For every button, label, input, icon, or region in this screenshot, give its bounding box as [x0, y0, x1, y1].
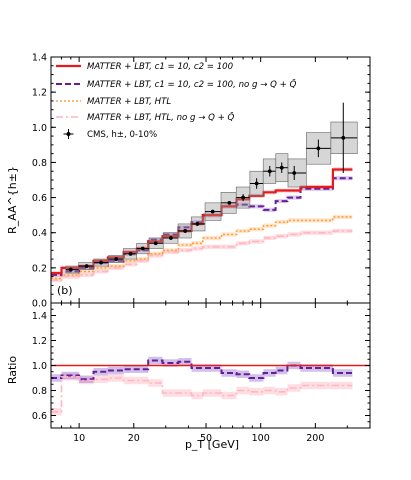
bottom-y-axis-label: Ratio	[6, 356, 19, 385]
htl-band-18	[300, 218, 333, 223]
htl-nog-band-18	[300, 230, 333, 235]
cms-point-3	[114, 257, 119, 261]
ratio-htl-band-3	[93, 375, 108, 383]
series-line-2	[51, 216, 353, 280]
htl-nog-band-10	[191, 246, 203, 251]
htl-band-1	[61, 272, 80, 277]
ratio-nog-band-14	[249, 374, 264, 382]
xtick-label-4: 200	[306, 433, 324, 444]
htl-band-15	[263, 223, 276, 228]
htl-band-13	[236, 228, 250, 234]
cms-point-1	[84, 264, 89, 268]
htl-nog-band-9	[178, 248, 192, 253]
top-ytick-label-3: 0.6	[32, 193, 47, 204]
cms-point-5	[140, 246, 145, 251]
htl-band-8	[162, 248, 179, 253]
top-y-axis-label: R_AA^{h±}	[6, 166, 19, 234]
cms-point-16	[292, 171, 297, 175]
htl-band-16	[275, 220, 288, 225]
bot-ytick-label-0: 0.6	[32, 411, 47, 422]
cms-point-15	[279, 165, 284, 170]
legend: MATTER + LBT, c1 = 10, c2 = 100 MATTER + …	[56, 62, 297, 140]
cms-point-11	[227, 200, 232, 205]
cms-point-8	[183, 229, 188, 233]
ratio-htl-band-2	[79, 376, 94, 385]
htl-band-6	[136, 256, 149, 262]
cms-point-4	[128, 251, 133, 256]
htl-nog-band-3	[93, 269, 108, 274]
top-ytick-label-4: 0.8	[32, 158, 47, 169]
axis-ticks: 0.0 0.2 0.4 0.6 0.8 1.0 1.2 1.4 0.6 0.8 1.0 1.2 1.4 1…	[32, 53, 371, 444]
ratio-series-lines	[51, 359, 370, 413]
ratio-htl-band-10	[191, 391, 203, 400]
ratio-nog-band-6	[136, 365, 149, 373]
series-line-3	[51, 230, 353, 281]
cms-point-2	[99, 260, 103, 265]
ratio-nog-band-13	[236, 370, 250, 378]
top-ytick-label-0: 0.0	[32, 299, 47, 310]
bot-ytick-label-1: 0.8	[32, 386, 47, 397]
cms-point-18	[341, 135, 346, 140]
xtick-label-1: 20	[128, 433, 140, 444]
legend-label-0: MATTER + LBT, c1 = 10, c2 = 100	[87, 62, 234, 72]
legend-cms-marker	[66, 132, 71, 136]
nog-band-16	[275, 198, 288, 204]
cms-point-13	[254, 181, 259, 186]
ratio-htl-band-1	[61, 373, 80, 381]
htl-band-14	[249, 227, 264, 232]
cms-point-17	[316, 146, 321, 151]
top-ytick-label-6: 1.2	[32, 88, 47, 99]
legend-label-2: MATTER + LBT, HTL	[87, 97, 171, 107]
cms-point-0	[68, 267, 73, 272]
xtick-label-2: 50	[200, 433, 212, 444]
xtick-label-0: 10	[73, 433, 85, 444]
bot-ytick-label-2: 1.0	[32, 361, 47, 372]
nog-band-14	[249, 204, 264, 209]
cms-point-12	[241, 195, 245, 200]
top-ytick-label-7: 1.4	[32, 53, 47, 64]
top-ytick-label-1: 0.2	[32, 263, 47, 274]
nog-band-17	[287, 195, 301, 200]
bot-ytick-label-3: 1.2	[32, 336, 47, 347]
panel-label: (b)	[57, 284, 73, 297]
htl-nog-band-11	[202, 244, 222, 249]
xtick-label-3: 100	[252, 433, 270, 444]
cms-point-9	[195, 222, 200, 226]
legend-label-3: MATTER + LBT, HTL, no g → Q + Q̄	[87, 111, 235, 123]
ratio-htl-band-18	[300, 381, 333, 390]
ratio-nog-band-15	[263, 369, 276, 377]
ratio-nog-band-4	[107, 366, 124, 375]
htl-band-9	[178, 242, 192, 248]
cms-point-14	[267, 169, 272, 174]
cms-point-6	[153, 241, 158, 246]
bot-ytick-label-4: 1.4	[32, 311, 47, 322]
ratio-series-line-1	[51, 376, 353, 413]
nog-band-15	[263, 207, 276, 212]
cms-point-7	[168, 236, 173, 240]
legend-label-1: MATTER + LBT, c1 = 10, c2 = 100, no g → …	[87, 78, 297, 90]
cms-data-points	[65, 102, 358, 274]
ratio-htl-band-11	[202, 389, 222, 397]
top-ytick-label-2: 0.4	[32, 228, 47, 239]
x-axis-label: p_T [GeV]	[185, 438, 239, 451]
ratio-nog-band-11	[202, 364, 222, 372]
legend-label-4: CMS, h±, 0-10%	[87, 130, 157, 140]
top-ytick-label-5: 1.0	[32, 123, 47, 134]
cms-point-10	[210, 209, 215, 214]
htl-band-2	[79, 269, 94, 274]
